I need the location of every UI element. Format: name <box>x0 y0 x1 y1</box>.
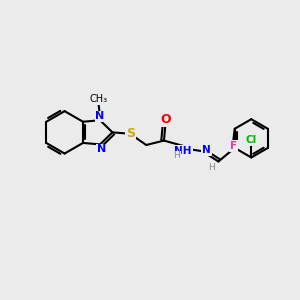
Text: H: H <box>173 152 180 160</box>
Text: S: S <box>126 127 135 140</box>
Text: Cl: Cl <box>246 135 257 145</box>
Text: N: N <box>97 144 106 154</box>
Text: NH: NH <box>174 146 192 156</box>
Text: H: H <box>208 164 214 172</box>
Text: CH₃: CH₃ <box>89 94 108 104</box>
Text: O: O <box>160 113 171 126</box>
Text: F: F <box>230 141 237 151</box>
Text: N: N <box>95 111 105 122</box>
Text: N: N <box>202 145 211 155</box>
